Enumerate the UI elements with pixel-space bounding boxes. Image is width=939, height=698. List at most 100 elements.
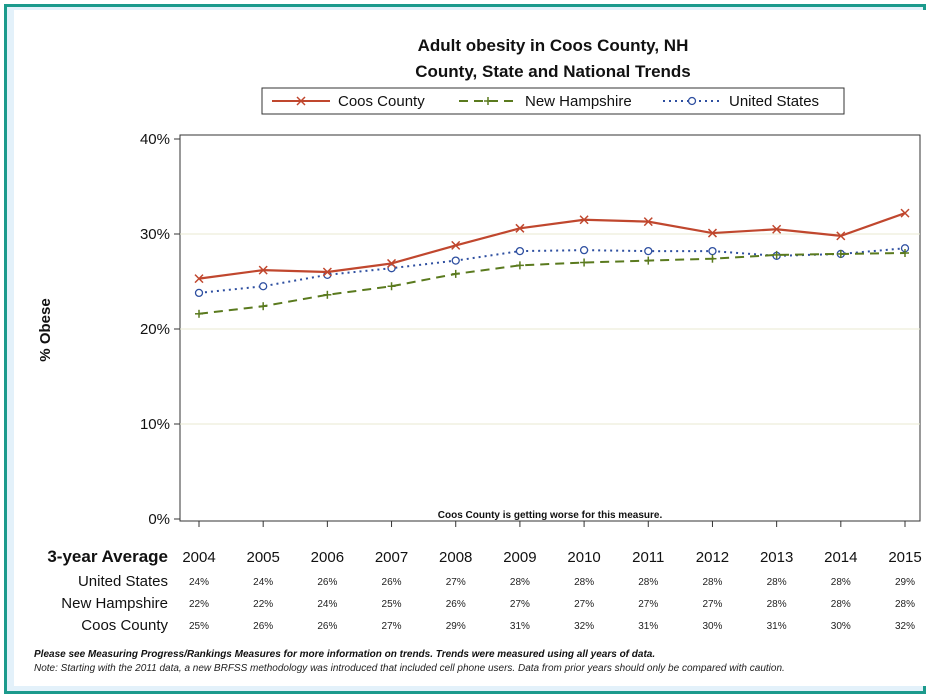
table-cell: 27% xyxy=(702,599,722,610)
legend-item-coos-county: Coos County xyxy=(272,93,425,110)
table-cell: 26% xyxy=(317,621,337,632)
series-new-hampshire xyxy=(195,249,909,318)
data-point-coos-county xyxy=(579,215,589,225)
x-tick-label: 2004 xyxy=(182,549,215,566)
table-cell: 27% xyxy=(446,577,466,588)
y-tick-label: 40% xyxy=(140,131,170,148)
x-tick-label: 2008 xyxy=(439,549,472,566)
note-trends: Please see Measuring Progress/Rankings M… xyxy=(34,649,655,660)
table-cell: 28% xyxy=(831,577,851,588)
table-cell: 28% xyxy=(510,577,530,588)
legend-label: United States xyxy=(729,93,819,110)
table-cell: 30% xyxy=(702,621,722,632)
data-point-new-hampshire xyxy=(644,256,653,265)
table-cell: 31% xyxy=(638,621,658,632)
data-point-new-hampshire xyxy=(451,269,460,278)
data-point-coos-county xyxy=(515,223,525,233)
x-tick-label: 2013 xyxy=(760,549,793,566)
x-tick-label: 2011 xyxy=(632,549,664,566)
table-cell: 26% xyxy=(317,577,337,588)
data-point-united-states xyxy=(579,245,589,255)
data-point-united-states xyxy=(451,256,460,265)
table-cell: 26% xyxy=(382,577,402,588)
table-cell: 28% xyxy=(702,577,722,588)
data-point-new-hampshire xyxy=(323,290,332,299)
x-tick-label: 2012 xyxy=(696,549,729,566)
table-row-label: Coos County xyxy=(81,617,168,634)
data-point-new-hampshire xyxy=(387,282,396,291)
data-point-united-states xyxy=(194,288,204,298)
data-point-new-hampshire xyxy=(901,249,909,257)
table-cell: 26% xyxy=(446,599,466,610)
series-line-new-hampshire xyxy=(198,252,906,315)
table-cell: 28% xyxy=(574,577,594,588)
x-tick-label: 2014 xyxy=(824,549,857,566)
legend: Coos County New Hampshire United States xyxy=(261,87,845,115)
table-cell: 26% xyxy=(253,621,273,632)
table-cell: 28% xyxy=(767,577,787,588)
table-cell: 27% xyxy=(638,599,658,610)
table-cell: 28% xyxy=(831,599,851,610)
data-point-coos-county xyxy=(322,267,332,277)
legend-label: Coos County xyxy=(338,93,425,110)
table-cell: 24% xyxy=(317,599,337,610)
data-point-new-hampshire xyxy=(195,309,203,318)
note-methodology: Note: Starting with the 2011 data, a new… xyxy=(34,663,785,674)
data-point-coos-county xyxy=(387,258,397,268)
table-cell: 31% xyxy=(510,621,530,632)
y-tick-label: 0% xyxy=(148,511,170,528)
data-point-new-hampshire xyxy=(259,302,268,311)
table-cell: 29% xyxy=(895,577,915,588)
data-point-coos-county xyxy=(836,231,846,241)
table-row-label: United States xyxy=(78,573,168,590)
x-tick-label: 2005 xyxy=(246,549,279,566)
trend-annotation: Coos County is getting worse for this me… xyxy=(438,510,663,521)
table-row-new-hampshire: New Hampshire 22% 22% 24% 25% 26% 27% 27% 27% 27%… xyxy=(61,595,915,612)
y-tick-label: 20% xyxy=(140,321,170,338)
table-cell: 25% xyxy=(382,599,402,610)
data-point-united-states xyxy=(515,246,525,256)
table-cell: 27% xyxy=(382,621,402,632)
data-point-united-states xyxy=(387,264,396,273)
data-point-united-states xyxy=(644,246,653,256)
table-cell: 32% xyxy=(574,621,594,632)
x-tick-label: 2015 xyxy=(888,549,921,566)
data-point-coos-county xyxy=(643,217,653,227)
data-point-united-states xyxy=(708,246,717,256)
table-cell: 30% xyxy=(831,621,851,632)
series-line-coos-county xyxy=(198,212,906,280)
legend-label: New Hampshire xyxy=(525,93,632,110)
series-line-united-states xyxy=(198,247,906,294)
legend-marker xyxy=(296,96,306,106)
legend-item-new-hampshire: New Hampshire xyxy=(459,93,632,110)
table-cell: 28% xyxy=(638,577,658,588)
x-tick-label: 2006 xyxy=(311,549,344,566)
table-cell: 31% xyxy=(767,621,787,632)
data-point-united-states xyxy=(259,282,268,291)
x-tick-label: 2007 xyxy=(375,549,408,566)
x-tick-label: 2009 xyxy=(503,549,536,566)
y-tick-label: 10% xyxy=(140,416,170,433)
data-point-new-hampshire xyxy=(836,249,845,258)
table-cell: 32% xyxy=(895,621,915,632)
table-cell: 29% xyxy=(446,621,466,632)
legend-marker xyxy=(687,96,697,106)
chart-subtitle: County, State and National Trends xyxy=(415,62,691,81)
y-axis-label: % Obese xyxy=(37,298,54,361)
data-point-coos-county xyxy=(451,240,461,250)
x-tick-label: 2010 xyxy=(567,549,600,566)
table-cell: 24% xyxy=(189,577,209,588)
y-tick-label: 30% xyxy=(140,226,170,243)
table-cell: 27% xyxy=(510,599,530,610)
table-cell: 25% xyxy=(189,621,209,632)
data-point-new-hampshire xyxy=(515,261,524,270)
data-point-new-hampshire xyxy=(580,258,589,267)
table-row-coos-county: Coos County 25% 26% 26% 27% 29% 31% 32% 31% 30% 31… xyxy=(81,617,915,634)
table-cell: 28% xyxy=(895,599,915,610)
table-header: 3-year Average xyxy=(47,547,168,566)
data-point-coos-county xyxy=(258,265,268,275)
table-row-united-states: United States 24% 24% 26% 26% 27% 28% 28% 28% 28%… xyxy=(78,573,915,590)
data-point-new-hampshire xyxy=(708,254,717,263)
table-cell: 27% xyxy=(574,599,594,610)
data-point-new-hampshire xyxy=(772,250,781,259)
